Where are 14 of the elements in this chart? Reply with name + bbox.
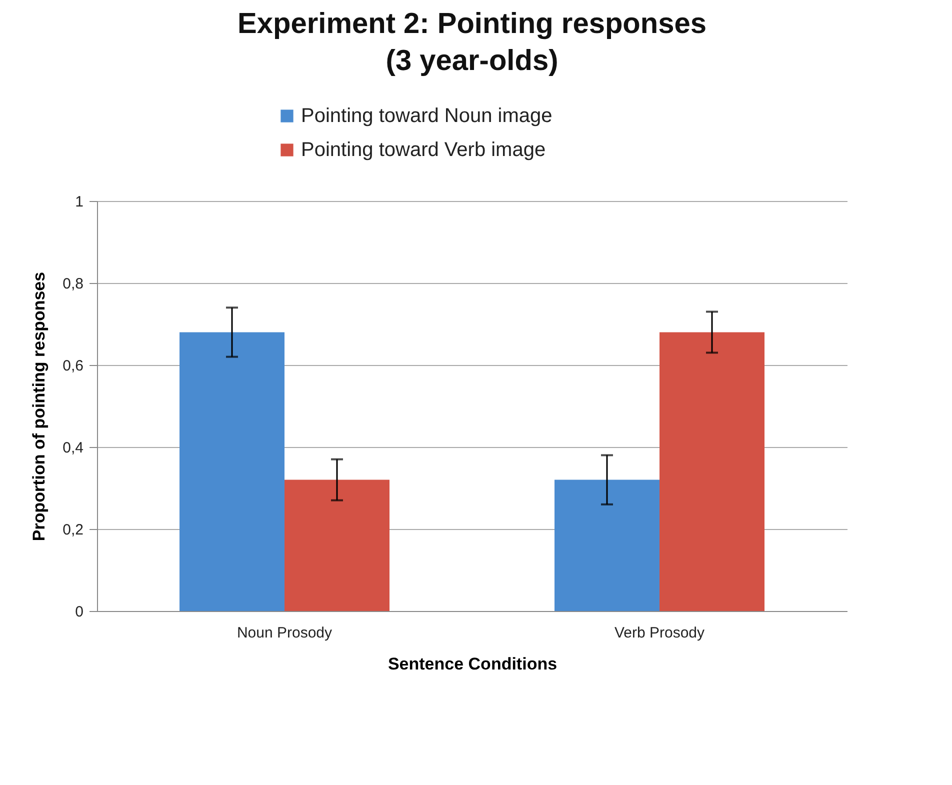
- y-axis-title: Proportion of pointing responses: [30, 272, 49, 542]
- x-tick-label: Verb Prosody: [614, 624, 706, 642]
- y-tick-label: 0,4: [62, 440, 84, 456]
- x-axis-title: Sentence Conditions: [388, 654, 558, 674]
- legend-label: Pointing toward Noun image: [301, 105, 552, 127]
- chart-subtitle: (3 year-olds): [386, 45, 558, 77]
- chart-title: Experiment 2: Pointing responses: [238, 8, 706, 40]
- y-tick-label: 0: [75, 604, 84, 620]
- x-tick-label: Noun Prosody: [236, 624, 333, 642]
- y-tick-label: 0,8: [62, 276, 84, 292]
- y-tick-label: 1: [75, 194, 84, 210]
- y-tick-label: 0,2: [62, 522, 84, 538]
- y-tick-label: 0,6: [62, 358, 84, 374]
- legend-label: Pointing toward Verb image: [301, 139, 546, 161]
